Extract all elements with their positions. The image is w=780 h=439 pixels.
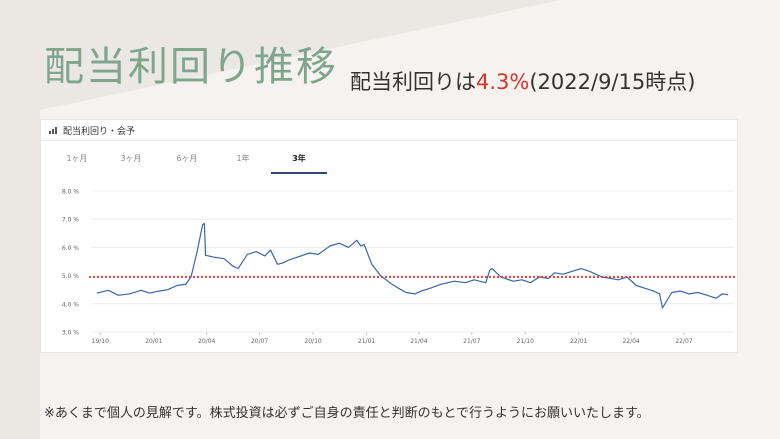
y-tick-label: 7.0 % [62, 217, 79, 224]
page-title: 配当利回り推移 [44, 44, 338, 90]
yield-line-chart: 8.0 % 7.0 % 6.0 % 5.0 % 4.0 % 3.0 % 19/10 20/01… [62, 189, 736, 345]
yield-series-line [96, 222, 729, 309]
subtitle-suffix: (2022/9/15時点) [529, 70, 696, 94]
bar-chart-icon [49, 126, 57, 134]
x-tick-label: 20/04 [198, 338, 215, 345]
period-tabs: 1ヶ月 3ヶ月 6ヶ月 1年 3年 [41, 150, 737, 174]
disclaimer: ※あくまで個人の見解です。株式投資は必ずご自身の責任と判断のもとで行うようにお願… [44, 406, 650, 421]
yield-rate: 4.3% [476, 70, 530, 94]
x-tick-label: 21/10 [517, 338, 534, 345]
y-tick-label: 3.0 % [62, 330, 79, 337]
tab-1-month[interactable]: 1ヶ月 [66, 154, 88, 163]
x-tick-label: 21/01 [358, 338, 375, 345]
chart-card: 配当利回り・会予 1ヶ月 3ヶ月 6ヶ月 1年 3年 8.0 % 7.0 % 6.0… [40, 119, 738, 353]
x-tick-label: 19/10 [92, 338, 109, 345]
x-tick-label: 22/04 [622, 338, 639, 345]
y-tick-label: 5.0 % [62, 273, 79, 280]
tab-1-year[interactable]: 1年 [236, 154, 250, 163]
y-tick-label: 8.0 % [62, 189, 79, 196]
tab-3-months[interactable]: 3ヶ月 [120, 154, 142, 163]
card-header: 配当利回り・会予 [41, 120, 737, 141]
x-tick-label: 22/07 [675, 338, 692, 345]
x-tick-label: 22/01 [570, 338, 587, 345]
tab-6-months[interactable]: 6ヶ月 [176, 154, 198, 163]
x-tick-label: 20/01 [145, 338, 162, 345]
x-tick-label: 21/07 [463, 338, 480, 345]
tab-3-years[interactable]: 3年 [271, 150, 327, 174]
subtitle: 配当利回りは4.3%(2022/9/15時点) [350, 66, 695, 96]
x-tick-label: 20/07 [251, 338, 268, 345]
x-tick-label: 20/10 [304, 338, 321, 345]
y-tick-label: 6.0 % [62, 245, 79, 252]
y-tick-label: 4.0 % [62, 301, 79, 308]
subtitle-prefix: 配当利回りは [350, 70, 476, 94]
card-header-label: 配当利回り・会予 [63, 126, 136, 137]
x-tick-label: 21/04 [410, 338, 427, 345]
